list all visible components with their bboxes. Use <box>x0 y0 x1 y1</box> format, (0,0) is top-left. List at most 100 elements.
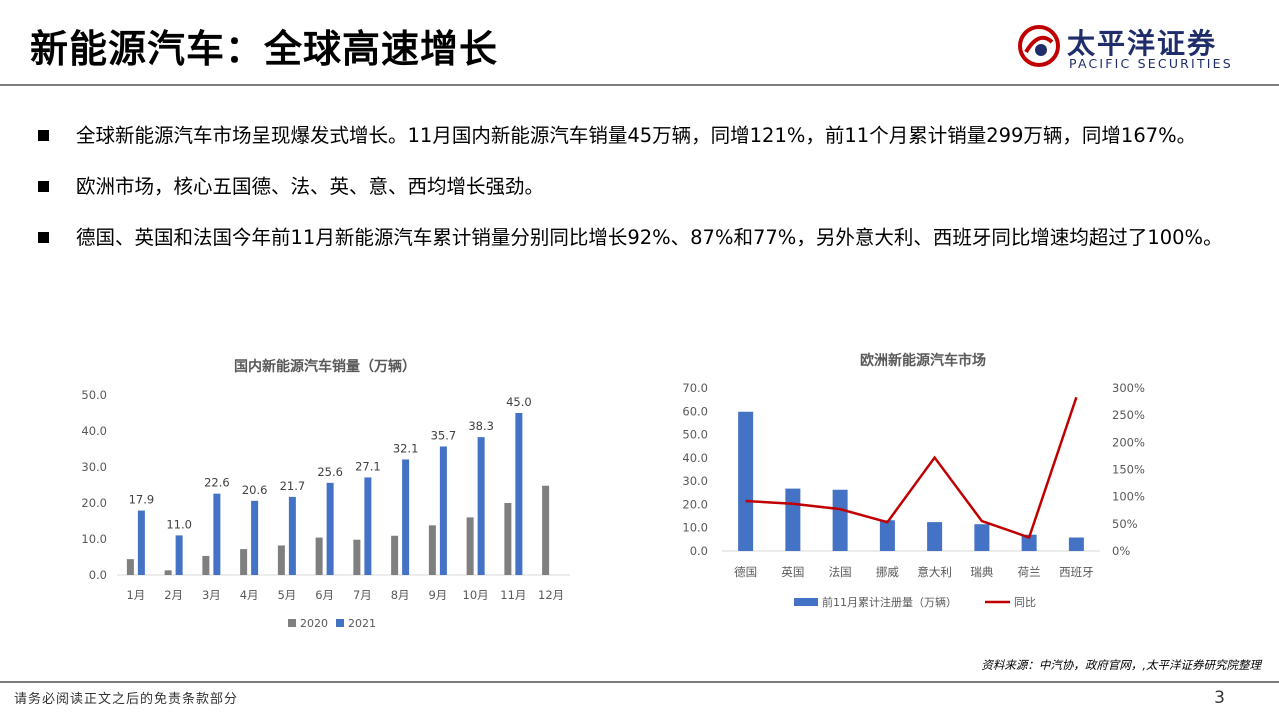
y-right-tick-label: 0% <box>1112 544 1130 558</box>
logo-english-name: PACIFIC SECURITIES <box>1069 56 1233 71</box>
bar-2020 <box>428 525 436 575</box>
bar-2020 <box>542 485 550 575</box>
bullet-square-icon <box>38 130 49 141</box>
bar-2020 <box>466 517 474 575</box>
bullet-text: 全球新能源汽车市场呈现爆发式增长。11月国内新能源汽车销量45万辆，同增121%… <box>76 124 1197 147</box>
logo-chinese-name: 太平洋证券 <box>1067 27 1218 60</box>
y-right-tick-label: 100% <box>1112 490 1145 504</box>
y-tick-label: 0.0 <box>89 568 107 582</box>
bullet-list: 全球新能源汽车市场呈现爆发式增长。11月国内新能源汽车销量45万辆，同增121%… <box>36 118 1246 271</box>
europe-market-chart: 欧洲新能源汽车市场 0.0 10.0 20.0 30.0 40.0 50.0 60.0 70.… <box>660 340 1200 620</box>
y-left-tick-label: 0.0 <box>690 544 708 558</box>
europe-market-chart-svg: 欧洲新能源汽车市场 0.0 10.0 20.0 30.0 40.0 50.0 60.0 70.… <box>682 352 1145 609</box>
bar-2020 <box>202 555 210 575</box>
legend-label: 2020 <box>300 617 328 630</box>
x-tick-label: 7月 <box>353 588 372 602</box>
bar-2020 <box>126 559 134 575</box>
line-yoy-growth <box>745 396 1078 540</box>
bar-2021 <box>175 535 183 575</box>
source-note: 资料来源：中汽协，政府官网，,太平洋证券研究院整理 <box>981 658 1261 672</box>
bullet-square-icon <box>38 232 49 243</box>
x-tick-label: 11月 <box>500 588 526 602</box>
disclaimer-text: 请务必阅读正文之后的免责条款部分 <box>14 692 239 707</box>
data-label: 22.6 <box>204 476 230 490</box>
bar-2021 <box>477 437 485 575</box>
x-tick-label: 挪威 <box>876 565 899 579</box>
x-tick-label: 6月 <box>315 588 334 602</box>
bar-2021 <box>439 446 447 575</box>
page-number: 3 <box>1214 688 1225 708</box>
y-right-tick-label: 250% <box>1112 408 1145 422</box>
x-tick-label: 荷兰 <box>1018 565 1041 579</box>
y-left-tick-label: 60.0 <box>682 404 708 418</box>
bar-2020 <box>277 545 285 575</box>
y-left-tick-label: 30.0 <box>682 474 708 488</box>
x-tick-label: 3月 <box>202 588 221 602</box>
data-label: 45.0 <box>506 395 532 409</box>
y-left-tick-label: 70.0 <box>682 381 708 395</box>
header-divider <box>0 84 1279 86</box>
bar-registrations <box>879 520 895 551</box>
page-title: 新能源汽车：全球高速增长 <box>30 27 499 71</box>
data-label: 32.1 <box>393 441 419 455</box>
bullet-text: 德国、英国和法国今年前11月新能源汽车累计销量分别同比增长92%、87%和77%… <box>76 226 1223 249</box>
x-tick-label: 10月 <box>463 588 489 602</box>
data-label: 11.0 <box>166 517 192 531</box>
bar-2021 <box>137 510 145 575</box>
bar-registrations <box>1068 537 1084 551</box>
x-tick-label: 瑞典 <box>970 565 993 579</box>
y-tick-label: 30.0 <box>81 460 107 474</box>
x-tick-label: 12月 <box>538 588 564 602</box>
y-left-tick-label: 20.0 <box>682 497 708 511</box>
bar-registrations <box>832 489 848 551</box>
data-label: 25.6 <box>317 465 343 479</box>
bar-registrations <box>785 488 801 551</box>
x-tick-label: 5月 <box>277 588 296 602</box>
bullet-item: 欧洲市场，核心五国德、法、英、意、西均增长强劲。 <box>36 169 1246 205</box>
chart-title: 国内新能源汽车销量（万辆） <box>234 358 416 375</box>
data-label: 20.6 <box>242 483 268 497</box>
bar-2021 <box>364 477 372 575</box>
data-label: 35.7 <box>431 428 457 442</box>
legend-label: 2021 <box>348 617 376 630</box>
y-left-tick-label: 40.0 <box>682 451 708 465</box>
company-logo: 太平洋证券 PACIFIC SECURITIES <box>1017 20 1257 72</box>
bar-2020 <box>353 539 361 575</box>
bar-2021 <box>326 482 334 575</box>
x-tick-label: 9月 <box>428 588 447 602</box>
data-label: 21.7 <box>280 479 306 493</box>
legend-swatch-2020 <box>288 619 296 627</box>
legend-label: 同比 <box>1014 596 1036 609</box>
y-left-tick-label: 50.0 <box>682 428 708 442</box>
x-tick-label: 4月 <box>240 588 259 602</box>
legend-swatch-registrations <box>794 598 818 606</box>
x-tick-label: 德国 <box>734 565 757 579</box>
bar-2021 <box>402 459 410 575</box>
data-label: 27.1 <box>355 459 381 473</box>
y-tick-label: 10.0 <box>81 532 107 546</box>
y-right-tick-label: 300% <box>1112 381 1145 395</box>
bar-2020 <box>504 503 512 575</box>
legend-label: 前11月累计注册量（万辆） <box>822 595 957 609</box>
x-tick-label: 2月 <box>164 588 183 602</box>
y-tick-label: 20.0 <box>81 496 107 510</box>
bar-registrations <box>1021 534 1037 551</box>
y-tick-label: 50.0 <box>81 388 107 402</box>
bar-2020 <box>164 570 172 575</box>
bar-2021 <box>288 496 296 575</box>
legend-swatch-2021 <box>336 619 344 627</box>
x-tick-label: 1月 <box>126 588 145 602</box>
y-right-tick-label: 50% <box>1112 517 1138 531</box>
y-tick-label: 40.0 <box>81 424 107 438</box>
bar-2021 <box>213 493 221 575</box>
bullet-item: 全球新能源汽车市场呈现爆发式增长。11月国内新能源汽车销量45万辆，同增121%… <box>36 118 1246 154</box>
bar-2021 <box>515 413 523 575</box>
pacific-logo-icon <box>1018 25 1060 67</box>
x-tick-label: 西班牙 <box>1059 565 1094 579</box>
x-tick-label: 法国 <box>829 565 852 579</box>
bar-registrations <box>974 524 990 551</box>
x-tick-label: 英国 <box>781 565 804 579</box>
domestic-sales-chart: 国内新能源汽车销量（万辆） 0.0 10.0 20.0 30.0 40.0 50.0 17.… <box>60 345 600 645</box>
y-right-tick-label: 150% <box>1112 463 1145 477</box>
bar-2020 <box>391 535 399 575</box>
